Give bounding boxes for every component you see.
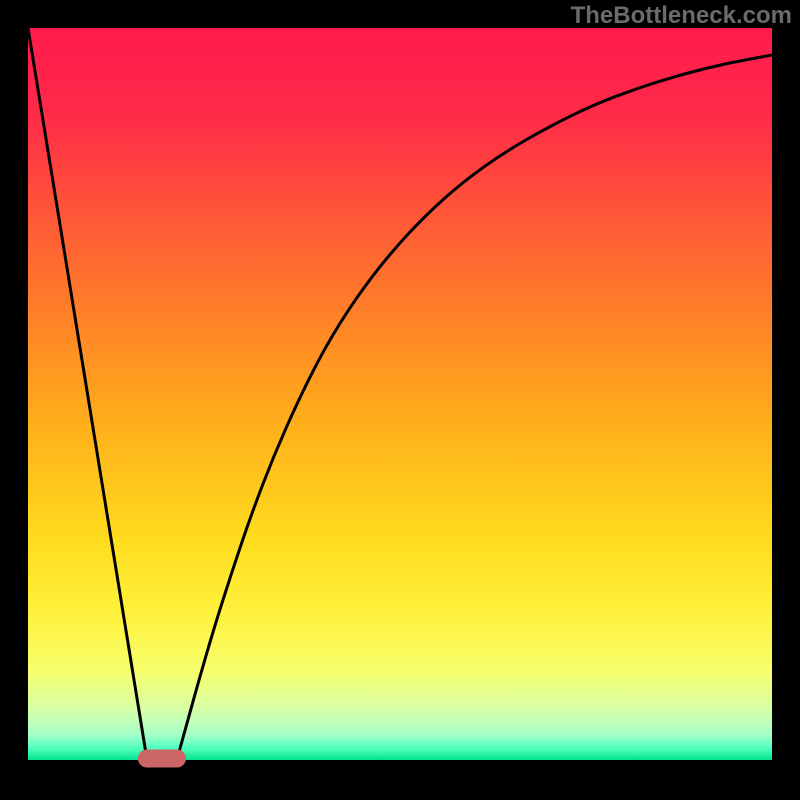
optimal-marker [138,750,186,768]
watermark-text: TheBottleneck.com [571,2,792,30]
gradient-background [28,28,772,760]
chart-container: TheBottleneck.com [0,0,800,800]
chart-svg [0,0,800,800]
